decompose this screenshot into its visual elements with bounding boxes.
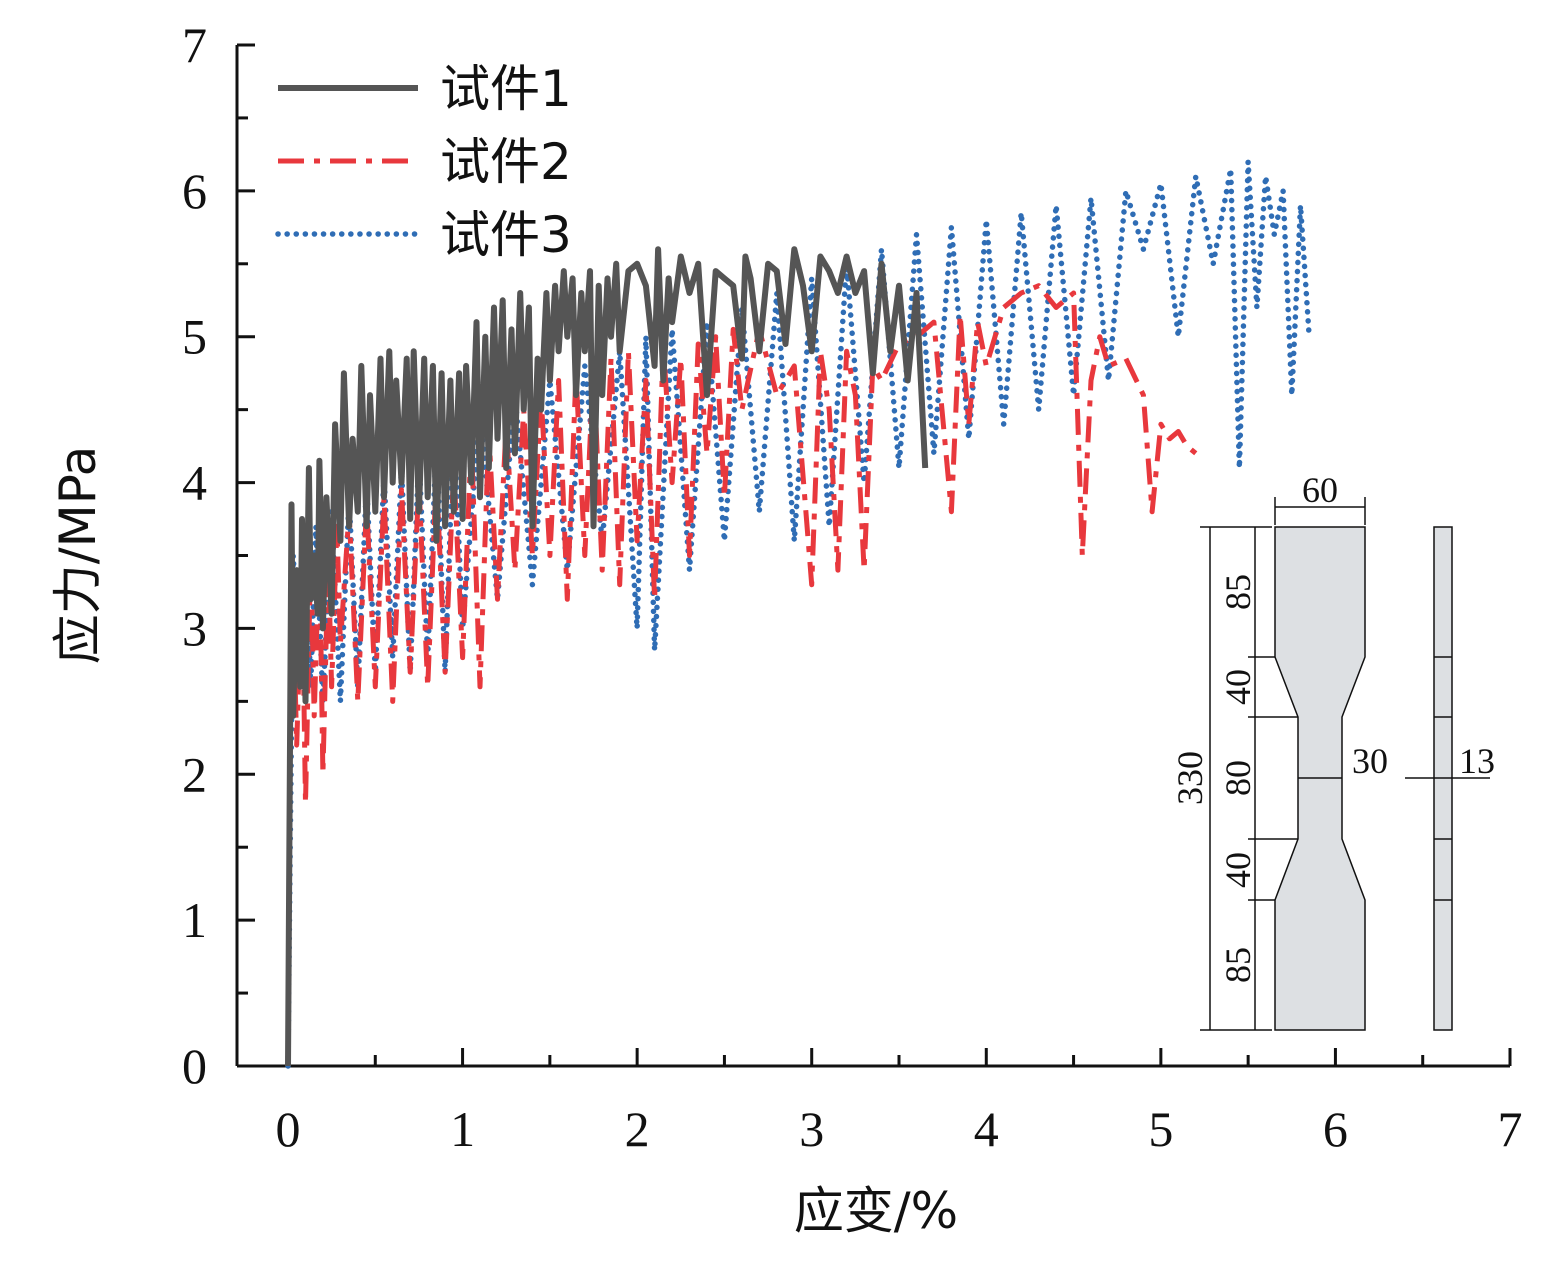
y-tick-label: 3 bbox=[182, 600, 207, 656]
x-tick-label: 2 bbox=[625, 1101, 650, 1157]
series-line-3 bbox=[285, 158, 1312, 1069]
legend-label-1: 试件1 bbox=[440, 60, 572, 118]
series-line-1 bbox=[285, 246, 929, 1067]
dim-13-label: 13 bbox=[1459, 741, 1495, 781]
y-tick-label: 5 bbox=[182, 309, 207, 365]
y-tick-label: 7 bbox=[182, 17, 207, 73]
y-tick-label: 6 bbox=[182, 163, 207, 219]
x-tick-label: 5 bbox=[1148, 1101, 1173, 1157]
dim-seg-1-label: 85 bbox=[1218, 574, 1258, 610]
x-axis-title: 应变/% bbox=[794, 1182, 958, 1240]
y-tick-label: 0 bbox=[182, 1038, 207, 1094]
legend-label-2: 试件2 bbox=[440, 133, 572, 191]
dim-60-label: 60 bbox=[1302, 470, 1338, 510]
y-axis-title: 应力/MPa bbox=[49, 446, 107, 665]
legend: 试件1 试件2 试件3 bbox=[275, 60, 572, 264]
dim-30-label: 30 bbox=[1352, 741, 1388, 781]
dim-seg-4-label: 40 bbox=[1218, 852, 1258, 888]
x-tick-label: 0 bbox=[276, 1101, 301, 1157]
dim-330-label: 330 bbox=[1170, 751, 1210, 805]
dim-seg-3-label: 80 bbox=[1218, 760, 1258, 796]
x-tick-label: 6 bbox=[1323, 1101, 1348, 1157]
ticks bbox=[237, 43, 1512, 1068]
dim-seg-2-label: 40 bbox=[1218, 669, 1258, 705]
legend-label-3: 试件3 bbox=[440, 206, 572, 264]
tick-labels: 0 1 2 3 4 5 6 7 0 1 2 3 4 5 6 7 bbox=[182, 17, 1523, 1157]
y-tick-label: 4 bbox=[182, 455, 207, 511]
x-tick-label: 4 bbox=[974, 1101, 999, 1157]
series-line-2 bbox=[285, 283, 1198, 1067]
specimen-diagram: 60 30 13 330 85 40 80 40 85 bbox=[1170, 470, 1495, 1031]
y-tick-label: 2 bbox=[182, 746, 207, 802]
series-layer bbox=[285, 158, 1312, 1069]
x-tick-label: 7 bbox=[1498, 1101, 1523, 1157]
y-tick-label: 1 bbox=[182, 892, 207, 948]
dim-text-group: 60 30 13 330 85 40 80 40 85 bbox=[1170, 470, 1495, 983]
x-tick-label: 3 bbox=[799, 1101, 824, 1157]
x-tick-label: 1 bbox=[450, 1101, 475, 1157]
dim-seg-5-label: 85 bbox=[1218, 947, 1258, 983]
